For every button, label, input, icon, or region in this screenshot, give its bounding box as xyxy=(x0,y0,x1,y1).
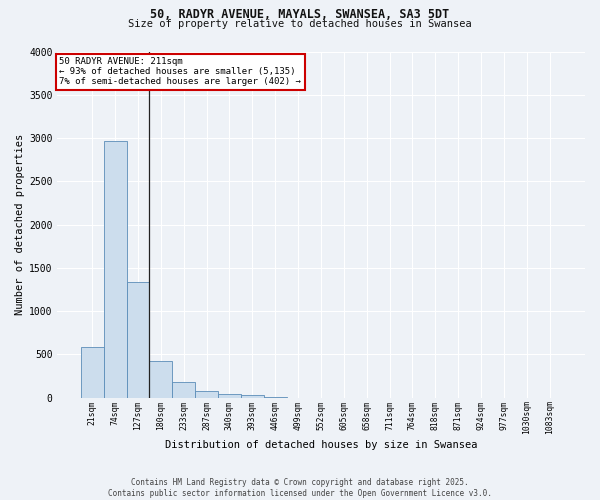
Bar xyxy=(149,361,172,398)
Bar xyxy=(81,348,104,398)
Bar xyxy=(127,282,149,398)
Text: 50 RADYR AVENUE: 211sqm
← 93% of detached houses are smaller (5,135)
7% of semi-: 50 RADYR AVENUE: 211sqm ← 93% of detache… xyxy=(59,56,301,86)
Bar xyxy=(218,394,241,398)
Text: 50, RADYR AVENUE, MAYALS, SWANSEA, SA3 5DT: 50, RADYR AVENUE, MAYALS, SWANSEA, SA3 5… xyxy=(151,8,449,20)
Y-axis label: Number of detached properties: Number of detached properties xyxy=(15,134,25,315)
Bar xyxy=(195,392,218,398)
Bar xyxy=(104,140,127,398)
Bar xyxy=(241,396,264,398)
Text: Contains HM Land Registry data © Crown copyright and database right 2025.
Contai: Contains HM Land Registry data © Crown c… xyxy=(108,478,492,498)
Bar xyxy=(172,382,195,398)
X-axis label: Distribution of detached houses by size in Swansea: Distribution of detached houses by size … xyxy=(164,440,477,450)
Bar xyxy=(264,396,287,398)
Text: Size of property relative to detached houses in Swansea: Size of property relative to detached ho… xyxy=(128,19,472,29)
